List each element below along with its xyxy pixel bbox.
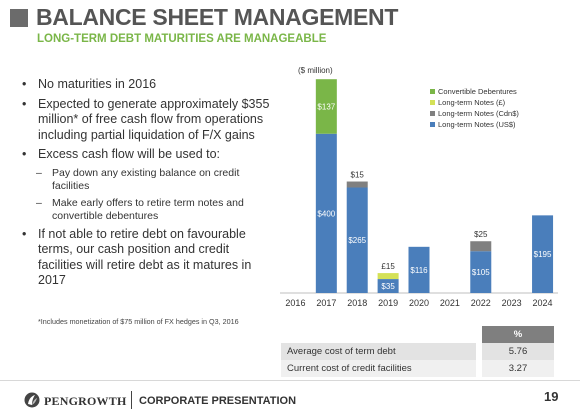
data-label: £15	[381, 262, 395, 271]
data-label: $116	[410, 266, 428, 275]
x-tick-label: 2020	[409, 298, 429, 308]
bullet-item: Expected to generate approximately $355 …	[22, 97, 272, 144]
data-label: $195	[534, 250, 552, 259]
title-marker	[10, 9, 28, 27]
x-tick-label: 2019	[378, 298, 398, 308]
table-row-value: 5.76	[482, 343, 554, 360]
table-row: Average cost of term debt 5.76	[281, 343, 554, 360]
bar-segment	[377, 273, 399, 280]
x-tick-label: 2022	[471, 298, 491, 308]
bar-segment	[470, 251, 492, 293]
table-header-row: %	[281, 326, 554, 343]
data-label: $105	[472, 268, 490, 277]
footer-separator	[131, 391, 132, 409]
table-row-label: Current cost of credit facilities	[281, 360, 476, 377]
legend-label: Long-term Notes (£)	[438, 98, 506, 107]
footnote: *Includes monetization of $75 million of…	[38, 317, 239, 326]
page-title: BALANCE SHEET MANAGEMENT	[36, 4, 399, 30]
page-subtitle: LONG-TERM DEBT MATURITIES ARE MANAGEABLE	[37, 33, 327, 45]
legend-item: Long-term Notes (£)	[430, 97, 519, 108]
footer-section-label: CORPORATE PRESENTATION	[139, 395, 297, 407]
legend-swatch	[430, 122, 435, 127]
bar-segment	[346, 187, 368, 293]
bullet-item: No maturities in 2016	[22, 77, 272, 93]
table-row-value: 3.27	[482, 360, 554, 377]
chart-legend: Convertible Debentures Long-term Notes (…	[430, 86, 519, 130]
x-tick-label: 2016	[285, 298, 305, 308]
data-label: $265	[348, 236, 366, 245]
bar-segment	[377, 279, 399, 293]
x-tick-label: 2021	[440, 298, 460, 308]
legend-swatch	[430, 111, 435, 116]
legend-label: Convertible Debentures	[438, 87, 517, 96]
legend-item: Long-term Notes (US$)	[430, 119, 519, 130]
bullet-list: No maturities in 2016 Expected to genera…	[22, 77, 272, 293]
brand-name: PENGROWTH	[44, 394, 127, 408]
bar-segment	[532, 215, 554, 293]
x-tick-label: 2018	[347, 298, 367, 308]
legend-item: Long-term Notes (Cdn$)	[430, 108, 519, 119]
pengrowth-logo-icon	[24, 392, 40, 408]
table-row: Current cost of credit facilities 3.27	[281, 360, 554, 377]
legend-swatch	[430, 100, 435, 105]
bar-segment	[470, 241, 492, 252]
bar-segment	[346, 181, 368, 188]
table-row-label: Average cost of term debt	[281, 343, 476, 360]
page-number: 19	[544, 389, 559, 404]
x-tick-label: 2024	[533, 298, 553, 308]
bar-segment	[315, 79, 337, 134]
sub-bullet-item: Make early offers to retire term notes a…	[22, 197, 272, 223]
bullet-item: If not able to retire debt on favourable…	[22, 227, 272, 289]
x-tick-label: 2017	[316, 298, 336, 308]
legend-label: Long-term Notes (US$)	[438, 120, 516, 129]
legend-label: Long-term Notes (Cdn$)	[438, 109, 519, 118]
legend-swatch	[430, 89, 435, 94]
data-label: $400	[317, 209, 335, 218]
table-header-blank	[281, 326, 476, 343]
bullet-item: Excess cash flow will be used to:	[22, 147, 272, 163]
table-header-percent: %	[482, 326, 554, 343]
data-label: $137	[317, 102, 335, 111]
bar-segment	[315, 133, 337, 293]
legend-item: Convertible Debentures	[430, 86, 519, 97]
bar-segment	[408, 246, 430, 293]
x-tick-label: 2023	[502, 298, 522, 308]
sub-bullet-item: Pay down any existing balance on credit …	[22, 167, 272, 193]
data-label: $15	[351, 171, 365, 180]
cost-table: % Average cost of term debt 5.76 Current…	[281, 326, 554, 377]
data-label: $35	[381, 282, 395, 291]
footer-divider	[0, 380, 580, 381]
data-label: $25	[474, 230, 488, 239]
chart-unit-label: ($ million)	[298, 66, 333, 75]
